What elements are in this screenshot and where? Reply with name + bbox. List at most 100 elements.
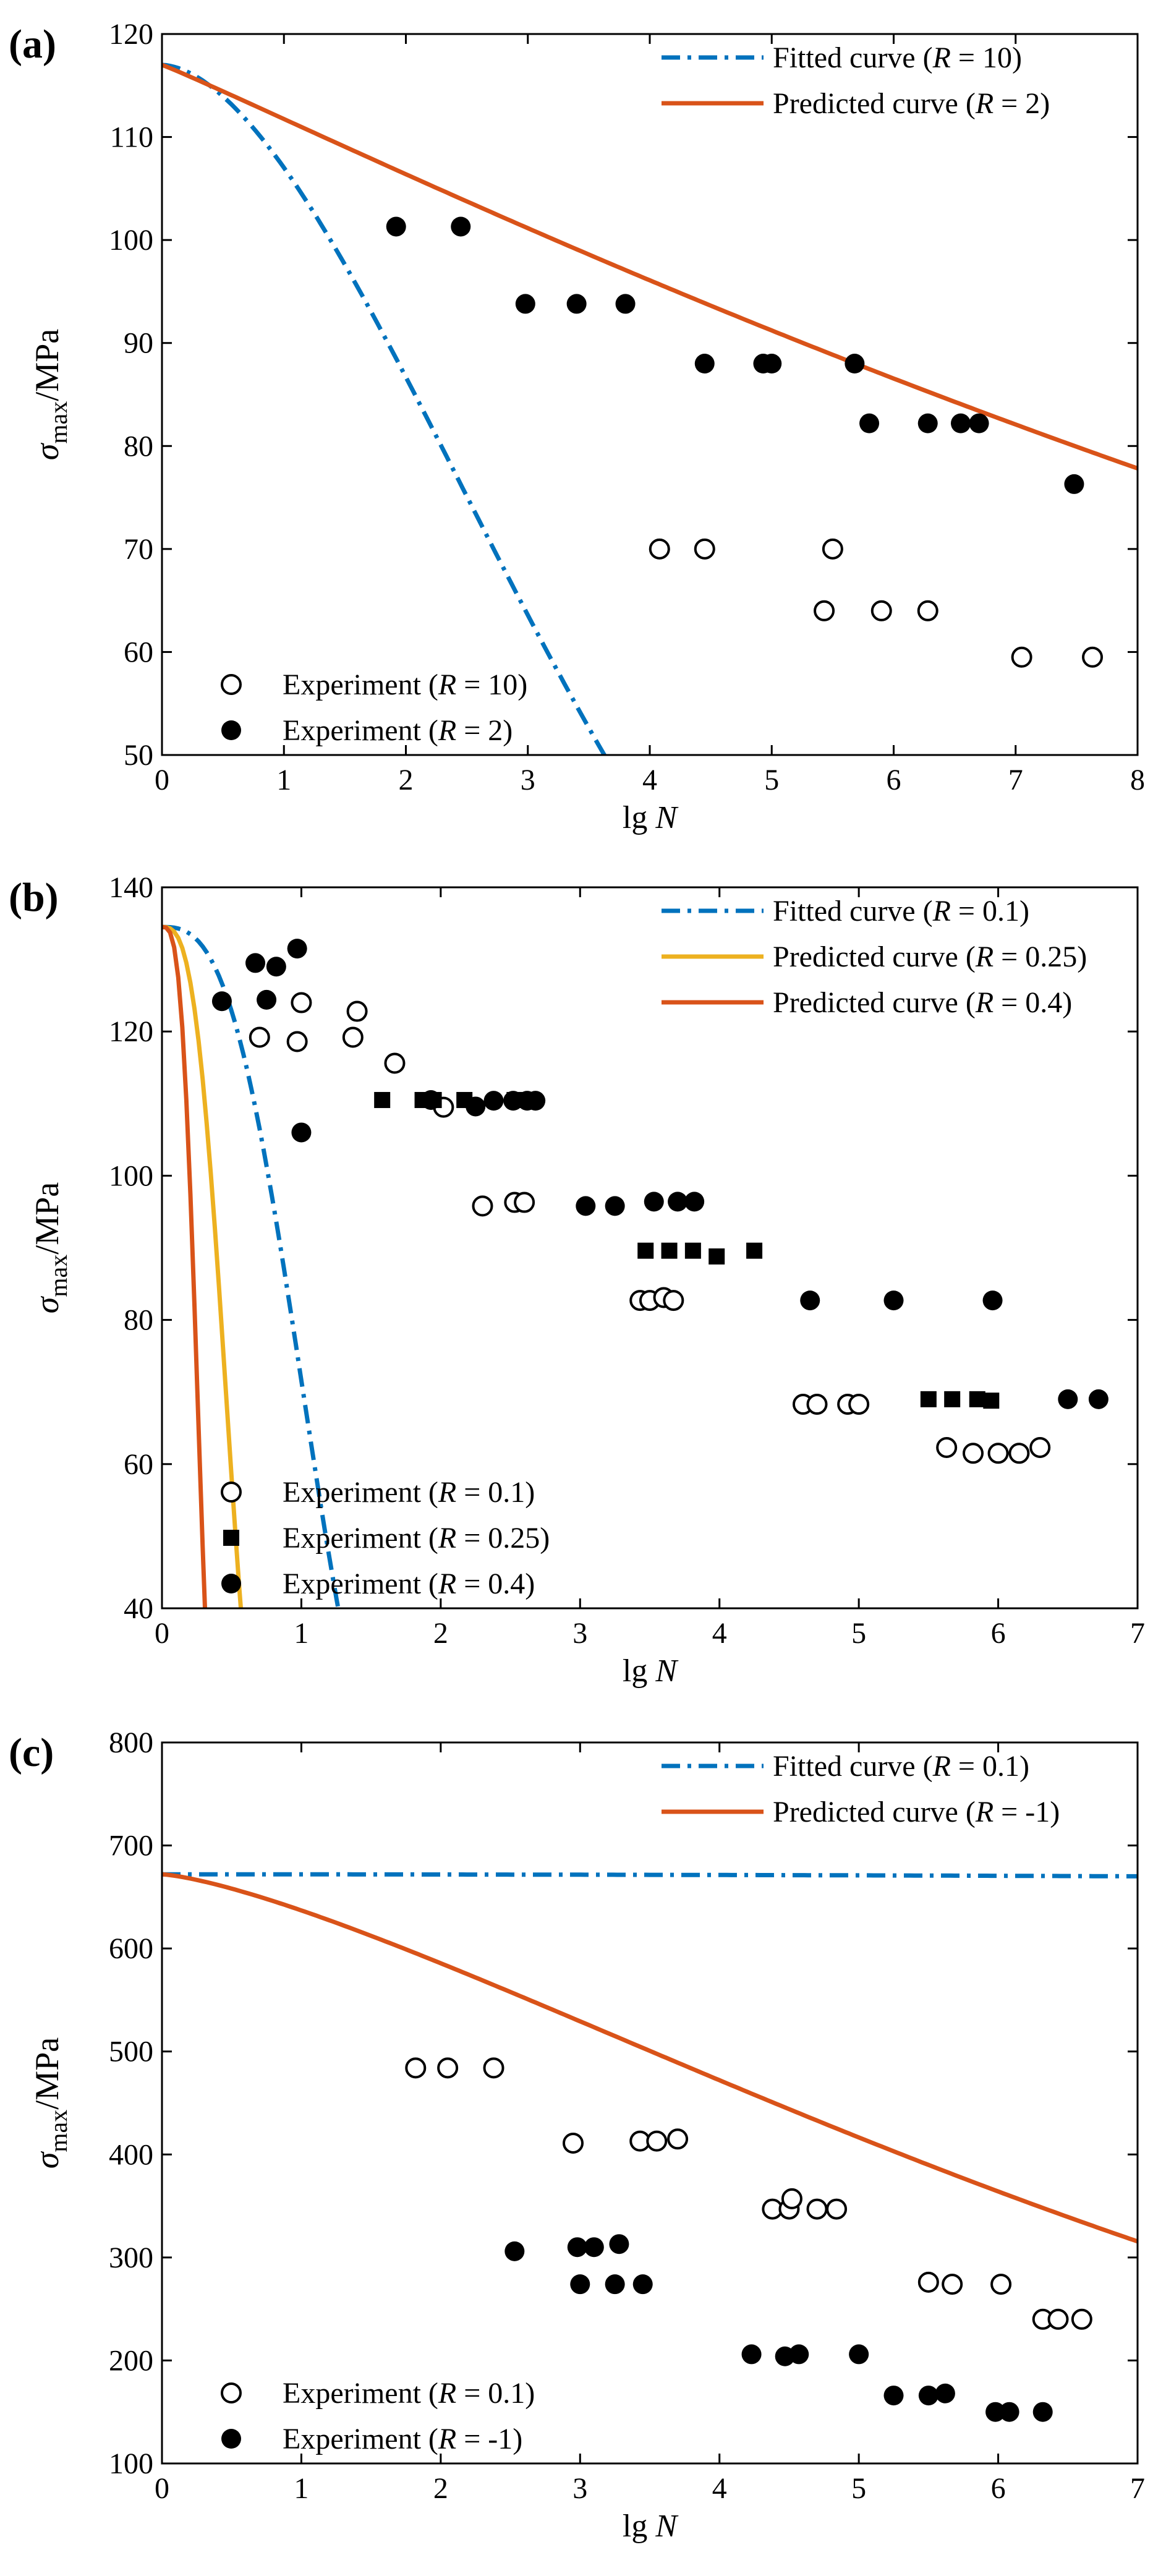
x-tick-label: 2 — [433, 1617, 448, 1650]
data-point-s1-19 — [936, 1436, 958, 1458]
x-tick-label: 5 — [764, 764, 779, 796]
legend-text: = 0.1) — [951, 895, 1029, 928]
y-tick-label: 60 — [124, 636, 153, 668]
legend-marker-label: Experiment (R = 0.4) — [283, 1567, 535, 1600]
x-tick-label: 5 — [851, 1617, 866, 1650]
x-tick-label: 0 — [155, 764, 169, 796]
data-point-s2-11 — [746, 1242, 763, 1259]
x-axis-label-prefix: lg — [623, 1653, 655, 1689]
data-point-s1-18 — [848, 1394, 870, 1415]
data-point-s1-10 — [781, 2188, 802, 2209]
y-axis-label-symbol: σ — [28, 442, 66, 460]
legend-text: Predicted curve ( — [773, 986, 976, 1019]
legend-text-var: R — [438, 714, 456, 747]
legend-text: Experiment ( — [283, 2377, 438, 2410]
panel-label: (b) — [9, 875, 59, 920]
y-tick-label: 800 — [109, 1726, 153, 1759]
x-tick-label: 2 — [433, 2472, 448, 2505]
y-axis-label: σmax/MPa — [28, 2037, 72, 2169]
data-point-s3-18 — [800, 1290, 820, 1311]
data-point-s1-4 — [822, 538, 843, 560]
y-tick-label: 140 — [109, 871, 153, 904]
data-point-s2-12 — [950, 413, 971, 433]
legend-text: = 10) — [456, 668, 527, 701]
y-tick-label: 100 — [109, 224, 153, 257]
data-point-s1-6 — [646, 2130, 668, 2152]
legend-text: Predicted curve ( — [773, 940, 976, 973]
legend-text-var: R — [438, 1522, 456, 1555]
legend-text: = 0.1) — [951, 1750, 1029, 1783]
y-axis-label-subscript: max — [45, 401, 72, 444]
data-point-s3-10 — [503, 1091, 524, 1111]
legend-text: Predicted curve ( — [773, 87, 976, 120]
legend-line-label: Predicted curve (R = 2) — [773, 87, 1050, 120]
data-point-s3-14 — [605, 1196, 625, 1216]
y-tick-label: 120 — [109, 18, 153, 51]
legend-marker — [221, 720, 241, 740]
legend-text: Experiment ( — [283, 1567, 438, 1600]
axes-box — [161, 33, 1139, 756]
data-point-s1-8 — [1082, 646, 1104, 668]
legend-text-var: R — [932, 1750, 951, 1783]
data-point-s3-3 — [257, 989, 277, 1010]
data-point-s2-8 — [741, 2344, 762, 2365]
x-axis-label-prefix: lg — [623, 800, 655, 835]
data-point-s1-2 — [286, 1031, 308, 1052]
data-point-s2-13 — [918, 2386, 938, 2406]
data-point-s1-6 — [384, 1052, 406, 1074]
legend-marker-label: Experiment (R = 0.1) — [283, 1476, 535, 1509]
y-axis-label: σmax/MPa — [28, 329, 72, 461]
legend-line-label: Predicted curve (R = 0.25) — [773, 940, 1087, 973]
data-point-s1-23 — [1029, 1436, 1051, 1458]
data-point-s1-1 — [249, 1026, 270, 1048]
data-point-s2-14 — [935, 2383, 955, 2403]
legend-marker — [221, 1482, 242, 1503]
legend-text-var: R — [975, 986, 994, 1019]
x-axis-label-var: N — [655, 2509, 679, 2544]
data-point-s1-4 — [342, 1026, 364, 1048]
legend-text: = 0.4) — [456, 1567, 535, 1600]
legend-marker — [221, 1574, 241, 1593]
data-point-s2-15 — [985, 2402, 1006, 2422]
legend-marker — [221, 674, 242, 695]
x-tick-label: 7 — [1130, 1617, 1145, 1650]
data-point-s3-22 — [1088, 1389, 1109, 1409]
legend-text-var: R — [975, 1796, 994, 1828]
legend-text: Experiment ( — [283, 714, 438, 747]
data-point-s1-5 — [870, 600, 892, 621]
data-point-s3-9 — [483, 1091, 504, 1111]
data-point-s1-18 — [1071, 2308, 1092, 2330]
x-tick-label: 7 — [1008, 764, 1023, 796]
x-axis-label-var: N — [655, 1653, 679, 1689]
axes-box — [161, 886, 1139, 1610]
data-point-s1-5 — [346, 1000, 368, 1022]
legend-text-var: R — [932, 895, 951, 928]
data-point-s1-2 — [437, 2057, 459, 2079]
x-tick-label: 8 — [1130, 764, 1145, 796]
data-point-s1-3 — [814, 600, 835, 621]
y-axis-label-unit: /MPa — [28, 2037, 66, 2110]
data-point-s3-20 — [982, 1290, 1003, 1311]
data-point-s3-21 — [1058, 1389, 1078, 1409]
x-tick-label: 4 — [642, 764, 657, 796]
y-axis-label-subscript: max — [45, 1255, 72, 1297]
y-tick-label: 110 — [110, 121, 153, 154]
scatter-points — [405, 2057, 1092, 2422]
x-axis-label-prefix: lg — [623, 2509, 655, 2544]
axes-box — [161, 1741, 1139, 2465]
legend-text-var: R — [438, 1476, 456, 1509]
data-point-s3-7 — [421, 1090, 441, 1110]
y-tick-label: 50 — [124, 739, 153, 772]
data-point-s2-15 — [983, 1392, 1000, 1409]
data-point-s2-10 — [789, 2344, 809, 2365]
data-point-s3-8 — [466, 1096, 486, 1117]
y-tick-label: 80 — [124, 430, 153, 463]
data-point-s2-1 — [374, 1091, 391, 1108]
series-line-2 — [162, 1872, 1138, 2244]
x-tick-label: 0 — [155, 1617, 169, 1650]
data-point-s1-1 — [649, 538, 670, 560]
x-tick-label: 6 — [887, 764, 901, 796]
data-point-s2-12 — [883, 2386, 904, 2406]
legend-marker-label: Experiment (R = 2) — [283, 714, 513, 747]
data-point-s2-11 — [849, 2344, 869, 2365]
